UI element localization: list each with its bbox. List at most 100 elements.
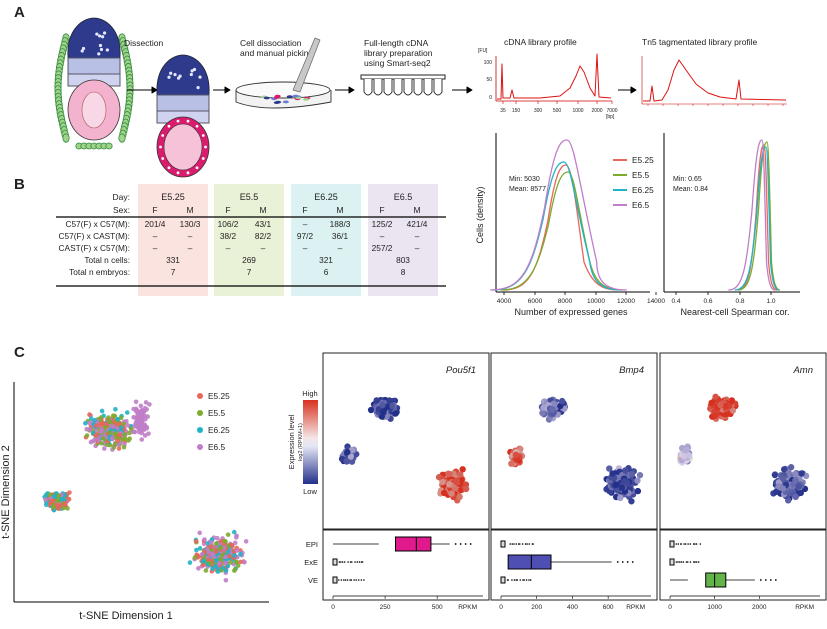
- tsne-point: [192, 555, 198, 560]
- pcr-tube: [393, 79, 403, 96]
- cross-cell: –: [153, 231, 158, 241]
- expr-point: [375, 406, 382, 413]
- tsne-point: [138, 403, 144, 409]
- cdna-x-tick: 1000: [572, 108, 583, 114]
- tsne-point: [109, 436, 115, 441]
- tsne-point: [44, 502, 49, 508]
- tsne-point: [99, 440, 104, 446]
- expr-point: [779, 475, 787, 482]
- epi-region: [163, 123, 203, 171]
- tsne-point: [101, 446, 107, 451]
- left-mean: Mean: 8577: [509, 186, 546, 193]
- tsne-point: [223, 560, 229, 566]
- expr-point: [785, 469, 792, 477]
- tsne-point: [218, 538, 224, 544]
- tsne-point: [209, 540, 214, 545]
- exe-cell: [105, 48, 109, 52]
- gene-title: Amn: [792, 365, 813, 376]
- density-ylabel: Cells (density): [475, 186, 485, 243]
- expr-point: [446, 481, 453, 488]
- cdna-y-tick: 50: [486, 77, 492, 83]
- tsne-legend-dot: [197, 427, 203, 433]
- outlier: [509, 543, 512, 545]
- cdna-x-tick: 7000: [606, 108, 617, 114]
- cdna-y-tick: 100: [484, 60, 493, 66]
- ve-nucleus: [195, 166, 199, 170]
- outlier: [692, 543, 695, 545]
- exe-cell: [98, 43, 103, 48]
- outlier: [513, 543, 515, 545]
- exe-region: [67, 17, 121, 59]
- cdna-label: library preparation: [364, 48, 433, 58]
- density-curve-right-E6.25: [734, 146, 780, 291]
- tsne-point: [220, 565, 226, 571]
- sex-m: M: [259, 205, 266, 215]
- expr-point: [772, 488, 780, 496]
- cross-cell: 257/2: [372, 243, 393, 253]
- pro-amniotic: [81, 91, 107, 129]
- tsne-point: [223, 539, 228, 544]
- cross-cell: –: [188, 243, 193, 253]
- tsne-point: [140, 418, 145, 424]
- ve-nucleus: [176, 119, 180, 123]
- box-category: ExE: [304, 558, 318, 567]
- panel-c-label: C: [14, 344, 25, 361]
- arrow-head: [348, 86, 355, 94]
- box-tick: 2000: [752, 604, 767, 611]
- outlier: [356, 561, 359, 563]
- expr-point: [389, 402, 396, 410]
- outlier: [349, 561, 352, 563]
- outlier: [507, 579, 509, 581]
- sex-f: F: [302, 205, 307, 215]
- sex-f: F: [379, 205, 384, 215]
- outlier: [511, 543, 514, 545]
- tsne-point: [93, 423, 99, 428]
- tsne-point: [232, 540, 238, 546]
- sex-label: Sex:: [113, 205, 130, 215]
- cdna-label: Full-length cDNA: [364, 38, 429, 48]
- dish-cell: [286, 95, 293, 99]
- density-curve-left-E5.5: [500, 171, 623, 291]
- outlier: [621, 561, 624, 563]
- density-legend-label: E6.5: [632, 200, 649, 210]
- tsne-point: [117, 421, 122, 426]
- tn5-trace: [643, 59, 787, 102]
- gene-panel-Amn: [659, 352, 827, 530]
- tsne-point: [65, 506, 70, 511]
- stage-header: E5.25: [161, 192, 185, 202]
- expr-point: [617, 494, 624, 502]
- tsne-point: [113, 406, 118, 412]
- tsne-point: [56, 506, 62, 511]
- outlier: [347, 561, 349, 563]
- cross-cell: –: [153, 243, 158, 253]
- tsne-point: [115, 416, 121, 422]
- tsne-legend-dot: [197, 410, 203, 416]
- tsne-point: [238, 551, 243, 557]
- tsne-point: [231, 529, 237, 535]
- tsne-point: [98, 415, 104, 420]
- outlier: [694, 561, 696, 563]
- epc-band: [67, 57, 121, 75]
- ve-nucleus: [161, 134, 165, 137]
- cbar-title: Expression level: [287, 414, 296, 469]
- expr-point: [606, 465, 613, 472]
- left-xlabel: Number of expressed genes: [514, 307, 628, 317]
- tsne-point: [223, 568, 229, 573]
- colorbar: [303, 400, 318, 484]
- tsne-point: [62, 492, 67, 497]
- outlier: [519, 579, 522, 581]
- box-body: [705, 572, 727, 588]
- total-value: 331: [166, 255, 180, 265]
- expr-point: [462, 485, 470, 493]
- cdna-x-tick: 35: [500, 108, 506, 114]
- ve-nucleus: [159, 145, 162, 149]
- embryo-dissected: [156, 54, 210, 178]
- outlier: [516, 579, 519, 581]
- outlier: [511, 579, 513, 581]
- arrow-head: [466, 86, 473, 94]
- box-category: EPI: [306, 540, 318, 549]
- tsne-point: [196, 566, 201, 571]
- outlier: [350, 561, 353, 563]
- tsne-point: [226, 554, 232, 559]
- stage-bg-E6.5: [368, 184, 438, 296]
